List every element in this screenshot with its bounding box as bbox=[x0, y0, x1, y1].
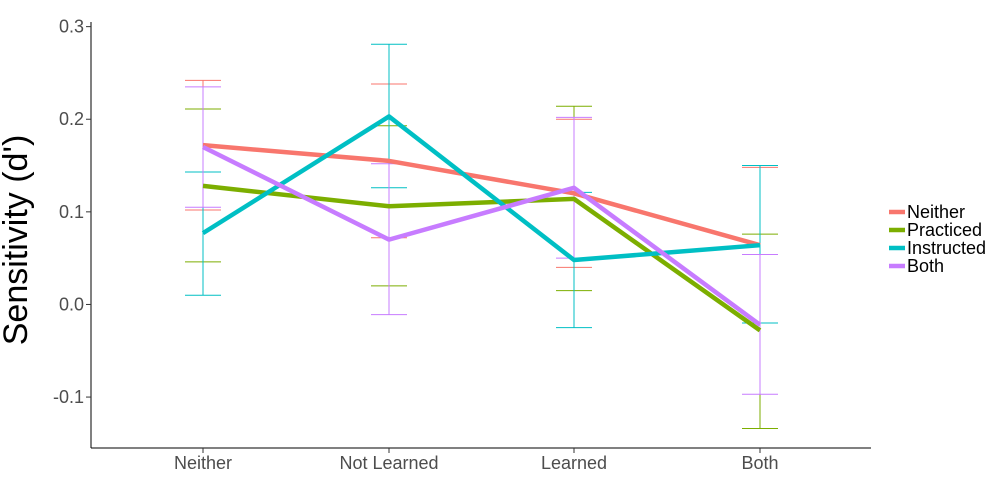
legend-label: Neither bbox=[907, 202, 965, 222]
y-tick-label: 0.1 bbox=[59, 202, 84, 222]
y-tick-label: 0.0 bbox=[59, 294, 84, 314]
error-bars bbox=[185, 43, 778, 430]
x-tick-label: Neither bbox=[174, 453, 232, 473]
x-tick-label: Both bbox=[741, 453, 778, 473]
series-line bbox=[202, 183, 762, 333]
x-tick-label: Not Learned bbox=[339, 453, 438, 473]
x-axis-ticks: Neither Not Learned Learned Both bbox=[174, 448, 779, 473]
series-lines bbox=[201, 114, 762, 333]
series-line bbox=[202, 142, 761, 248]
legend-label: Instructed bbox=[907, 238, 986, 258]
legend-item: Practiced bbox=[889, 220, 982, 240]
y-axis-ticks: -0.1 0.0 0.1 0.2 0.3 bbox=[53, 17, 91, 407]
series-line bbox=[201, 114, 761, 263]
legend-item: Both bbox=[889, 256, 944, 276]
y-tick-label: -0.1 bbox=[53, 387, 84, 407]
legend-item: Instructed bbox=[889, 238, 986, 258]
legend-item: Neither bbox=[889, 202, 965, 222]
legend-label: Both bbox=[907, 256, 944, 276]
series-line bbox=[201, 145, 762, 327]
legend-label: Practiced bbox=[907, 220, 982, 240]
axes bbox=[90, 22, 871, 449]
y-tick-label: 0.3 bbox=[59, 17, 84, 37]
x-tick-label: Learned bbox=[541, 453, 607, 473]
y-axis-title: Sensitivity (d') bbox=[0, 135, 35, 346]
y-tick-label: 0.2 bbox=[59, 109, 84, 129]
